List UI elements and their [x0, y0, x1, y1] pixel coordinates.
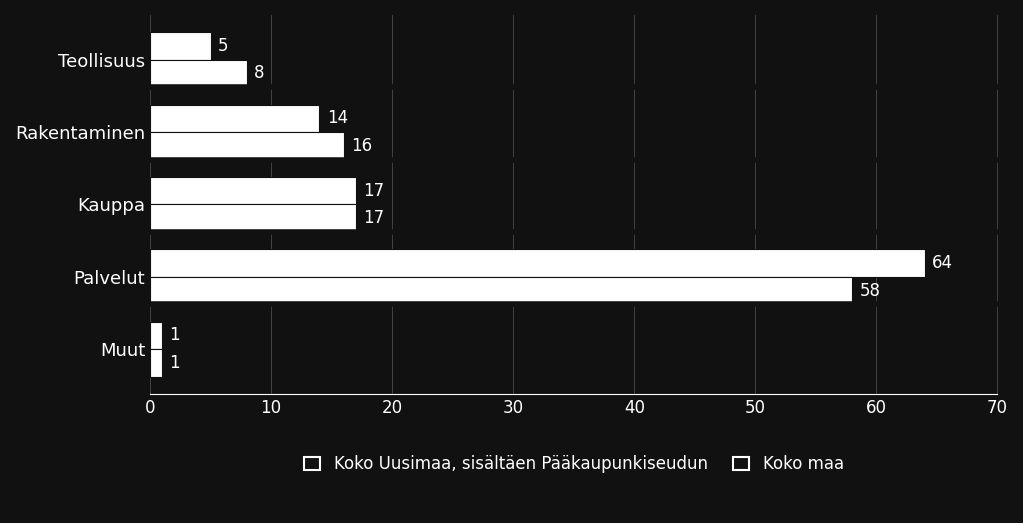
- Bar: [150, 349, 162, 377]
- Text: 14: 14: [326, 109, 348, 127]
- Text: 58: 58: [859, 281, 881, 300]
- Bar: [150, 60, 247, 87]
- Bar: [150, 249, 925, 277]
- Bar: [150, 177, 356, 204]
- Bar: [150, 277, 852, 304]
- Text: 16: 16: [351, 137, 372, 155]
- Bar: [150, 132, 344, 160]
- Text: 17: 17: [363, 181, 385, 200]
- Text: 64: 64: [932, 254, 953, 272]
- Text: 17: 17: [363, 209, 385, 227]
- Bar: [150, 322, 162, 349]
- Legend: Koko Uusimaa, sisältäen Pääkaupunkiseudun, Koko maa: Koko Uusimaa, sisältäen Pääkaupunkiseudu…: [304, 456, 844, 473]
- Text: 8: 8: [254, 64, 265, 83]
- Bar: [150, 105, 319, 132]
- Text: 1: 1: [170, 354, 180, 372]
- Text: 5: 5: [218, 37, 228, 55]
- Text: 1: 1: [170, 326, 180, 345]
- Bar: [150, 32, 211, 60]
- Bar: [150, 204, 356, 232]
